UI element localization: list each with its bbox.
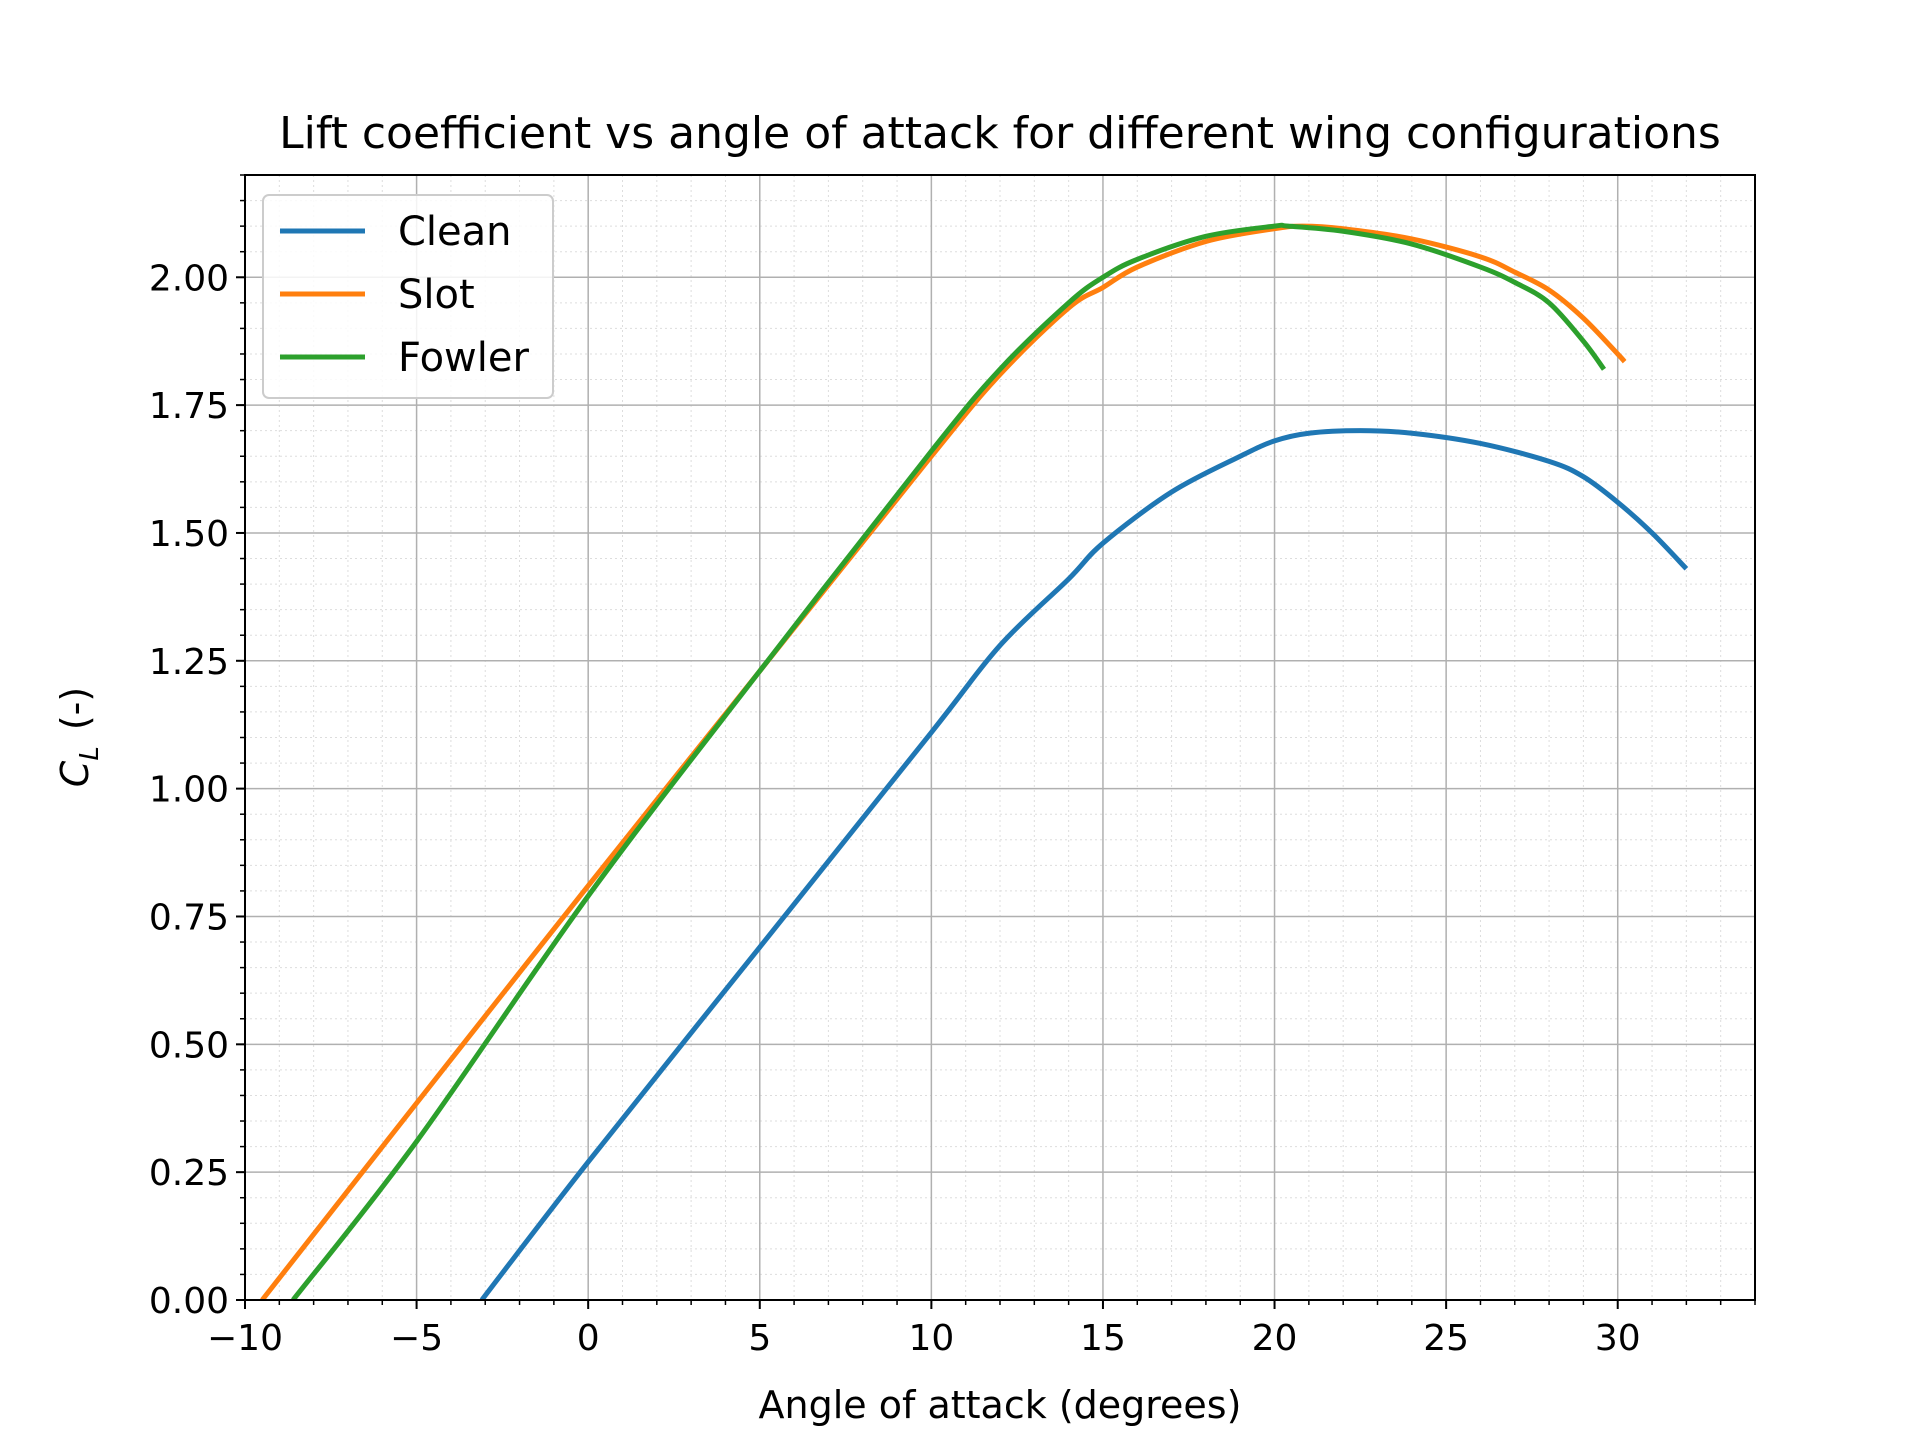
x-tick-label: 20 [1252, 1318, 1298, 1359]
x-tick-label: 25 [1423, 1318, 1469, 1359]
y-tick-label: 1.00 [149, 770, 229, 811]
x-axis-label: Angle of attack (degrees) [759, 1383, 1242, 1427]
chart-title: Lift coefficient vs angle of attack for … [279, 108, 1721, 159]
y-axis-label-unit: (-) [53, 687, 97, 730]
y-tick-label: 1.50 [149, 514, 229, 555]
x-tick-label: 0 [577, 1318, 600, 1359]
y-tick-label: 0.25 [149, 1153, 229, 1194]
x-tick-label: −5 [390, 1318, 443, 1359]
y-tick-label: 2.00 [149, 258, 229, 299]
y-axis-ticks: 0.00 0.25 0.50 0.75 1.00 1.25 1.50 1.75 2.00 [149, 174, 245, 1322]
legend-box [262, 194, 554, 399]
y-tick-label: 0.75 [149, 897, 229, 938]
x-tick-label: −10 [207, 1318, 283, 1359]
y-tick-label: 1.75 [149, 386, 229, 427]
y-tick-label: 1.25 [149, 642, 229, 683]
legend-label-fowler: Fowler [398, 335, 529, 381]
series-line-fowler [291, 222, 1607, 1300]
y-tick-label: 0.00 [149, 1281, 229, 1322]
x-tick-label: 15 [1080, 1318, 1126, 1359]
x-tick-label: 30 [1595, 1318, 1641, 1359]
series-line-slot [260, 223, 1627, 1300]
x-tick-label: 5 [748, 1318, 771, 1359]
y-axis-label-subscript: L [75, 746, 105, 761]
legend: Clean Slot Fowler [262, 194, 554, 399]
series-lines [260, 222, 1689, 1300]
legend-label-slot: Slot [398, 272, 475, 318]
y-axis-label: CL (-) [53, 687, 105, 787]
x-tick-label: 10 [908, 1318, 954, 1359]
y-tick-label: 0.50 [149, 1025, 229, 1066]
legend-label-clean: Clean [398, 209, 512, 255]
series-line-clean [479, 428, 1689, 1300]
x-axis-ticks: −10 −5 0 5 10 15 20 25 30 [207, 1300, 1756, 1359]
y-axis-label-symbol: C [53, 760, 97, 787]
